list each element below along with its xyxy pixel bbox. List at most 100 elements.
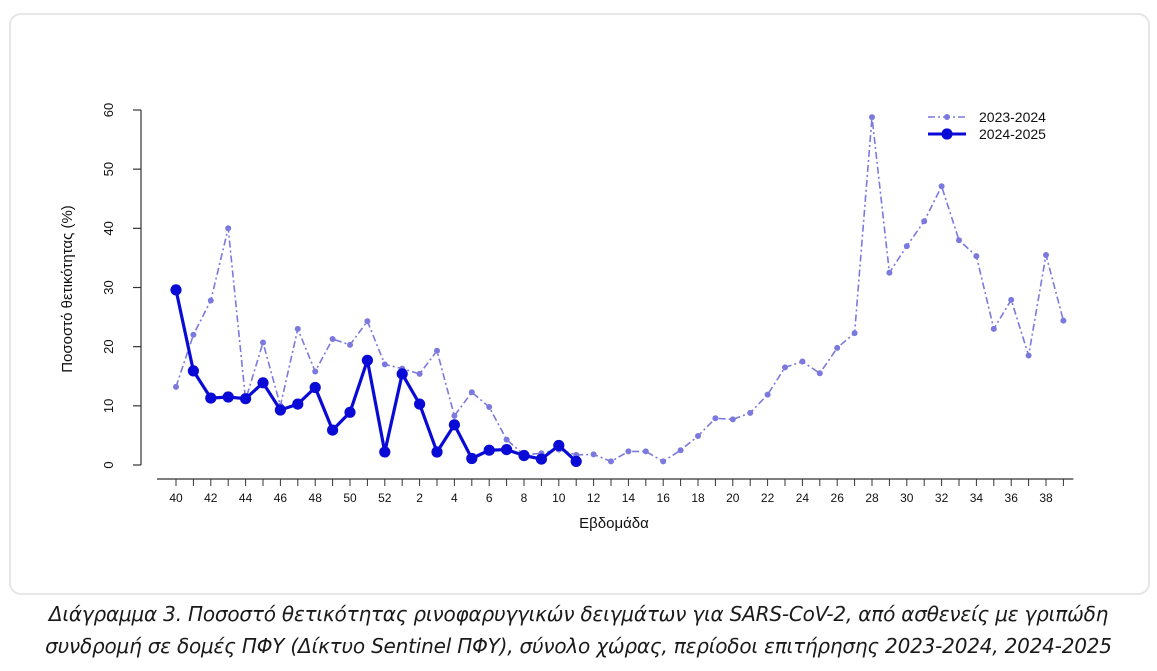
data-point-2023-2024: [903, 243, 910, 250]
x-tick-label: 36: [1005, 491, 1019, 505]
data-point-2023-2024: [677, 447, 684, 454]
data-point-2023-2024: [834, 344, 841, 351]
data-point-2023-2024: [816, 370, 823, 377]
y-tick-label: 40: [101, 221, 116, 235]
data-point-2023-2024: [938, 183, 945, 190]
data-point-2023-2024: [642, 448, 649, 455]
data-point-2024-2025: [431, 446, 443, 458]
data-point-2023-2024: [625, 448, 632, 455]
caption-line-1: Διάγραμμα 3. Ποσοστό θετικότητας ρινοφαρ…: [48, 602, 1109, 626]
chart-series: [170, 114, 1067, 467]
data-point-2024-2025: [327, 424, 339, 436]
data-point-2023-2024: [468, 389, 475, 396]
x-tick-label: 22: [761, 491, 775, 505]
series-line-2023-2024: [175, 116, 1065, 463]
data-point-2023-2024: [729, 416, 736, 423]
data-point-2023-2024: [1043, 252, 1049, 258]
y-tick-label: 20: [101, 339, 116, 353]
data-point-2023-2024: [973, 253, 980, 260]
data-point-2023-2024: [451, 412, 458, 419]
y-tick-label: 30: [101, 280, 116, 294]
legend-swatch-marker: [944, 114, 950, 120]
data-point-2023-2024: [782, 364, 788, 371]
data-point-2024-2025: [361, 354, 373, 366]
data-point-2023-2024: [1025, 352, 1032, 359]
data-point-2023-2024: [695, 433, 701, 439]
data-point-2023-2024: [990, 325, 997, 332]
data-point-2024-2025: [292, 398, 304, 410]
data-point-2023-2024: [747, 409, 754, 416]
data-point-2023-2024: [1008, 296, 1015, 303]
data-point-2024-2025: [466, 452, 478, 465]
data-point-2024-2025: [170, 284, 182, 296]
data-point-2023-2024: [416, 370, 423, 377]
data-point-2023-2024: [347, 341, 353, 348]
x-tick-label: 12: [587, 491, 601, 505]
x-tick-label: 40: [169, 491, 183, 505]
data-point-2024-2025: [379, 446, 391, 458]
y-tick-label: 50: [101, 162, 116, 176]
data-point-2023-2024: [329, 336, 336, 342]
data-point-2024-2025: [344, 406, 356, 418]
data-point-2023-2024: [851, 330, 858, 337]
x-tick-label: 46: [274, 491, 288, 505]
data-point-2023-2024: [381, 361, 388, 368]
x-tick-label: 2: [416, 491, 423, 505]
data-point-2023-2024: [173, 383, 179, 390]
data-point-2023-2024: [190, 331, 197, 338]
x-tick-label: 20: [726, 491, 740, 505]
x-tick-label: 4: [451, 491, 458, 505]
data-point-2024-2025: [240, 393, 252, 405]
x-tick-label: 24: [796, 491, 810, 505]
figure-caption: Διάγραμμα 3. Ποσοστό θετικότητας ρινοφαρ…: [0, 598, 1157, 662]
data-point-2023-2024: [712, 415, 719, 422]
data-point-2023-2024: [799, 358, 806, 365]
data-point-2023-2024: [434, 347, 440, 354]
data-point-2023-2024: [764, 391, 771, 398]
x-tick-label: 44: [239, 491, 253, 505]
data-point-2024-2025: [187, 365, 199, 377]
data-point-2023-2024: [486, 404, 493, 410]
x-tick-label: 42: [204, 491, 218, 505]
data-point-2024-2025: [553, 439, 565, 452]
x-tick-label: 8: [521, 491, 528, 505]
data-point-2023-2024: [886, 269, 893, 276]
x-tick-label: 52: [378, 491, 392, 505]
data-point-2023-2024: [590, 451, 597, 458]
data-point-2024-2025: [274, 404, 286, 416]
data-point-2024-2025: [518, 449, 530, 462]
x-tick-label: 16: [657, 491, 671, 505]
x-tick-label: 48: [309, 491, 323, 505]
data-point-2024-2025: [501, 444, 513, 456]
x-tick-label: 34: [970, 491, 984, 505]
data-point-2023-2024: [921, 218, 928, 225]
legend-label: 2023-2024: [979, 109, 1046, 125]
data-point-2023-2024: [294, 325, 301, 332]
series-line-2024-2025: [174, 289, 578, 463]
data-point-2023-2024: [312, 368, 319, 375]
data-point-2023-2024: [225, 225, 232, 232]
chart-card: [9, 13, 1150, 595]
y-axis-label: Ποσοστό θετικότητας (%): [59, 205, 76, 373]
data-point-2023-2024: [869, 114, 875, 121]
data-point-2023-2024: [956, 237, 962, 244]
x-tick-label: 14: [622, 491, 636, 505]
x-tick-label: 30: [900, 491, 914, 505]
data-point-2023-2024: [260, 339, 266, 346]
data-point-2023-2024: [608, 458, 614, 465]
data-point-2024-2025: [222, 391, 234, 403]
caption-line-2: συνδρομή σε δομές ΠΦΥ (Δίκτυο Sentinel Π…: [45, 634, 1112, 658]
data-point-2024-2025: [535, 453, 548, 465]
x-tick-label: 28: [865, 491, 879, 505]
x-tick-label: 26: [831, 491, 845, 505]
data-point-2023-2024: [207, 297, 214, 304]
x-tick-label: 50: [343, 491, 357, 505]
x-tick-label: 18: [691, 491, 705, 505]
legend-swatch-marker: [941, 128, 953, 140]
data-point-2023-2024: [503, 436, 510, 443]
x-tick-label: 10: [552, 491, 566, 505]
data-point-2024-2025: [448, 419, 460, 431]
